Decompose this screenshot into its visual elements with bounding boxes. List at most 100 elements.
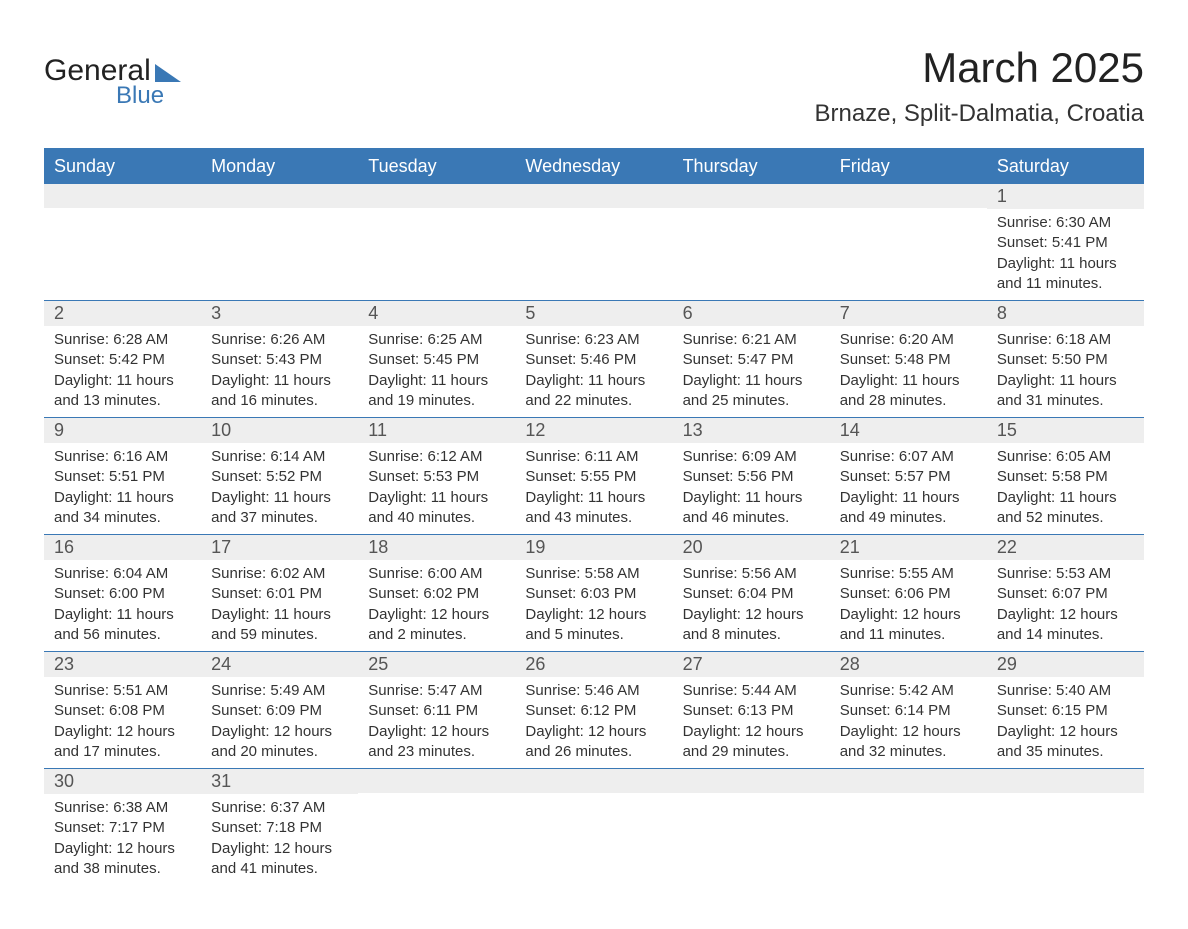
day-number: 8 — [987, 301, 1144, 326]
daylight-text: Daylight: 11 hours and 19 minutes. — [368, 371, 505, 412]
sunrise-text: Sunrise: 5:55 AM — [840, 564, 977, 584]
day-data — [515, 793, 672, 869]
day-number: 22 — [987, 535, 1144, 560]
day-data — [830, 208, 987, 284]
week-row: 30Sunrise: 6:38 AMSunset: 7:17 PMDayligh… — [44, 768, 1144, 885]
sunrise-text: Sunrise: 6:28 AM — [54, 330, 191, 350]
sunset-text: Sunset: 6:00 PM — [54, 584, 191, 604]
sunset-text: Sunset: 6:03 PM — [525, 584, 662, 604]
sunrise-text: Sunrise: 5:51 AM — [54, 681, 191, 701]
title-block: March 2025 Brnaze, Split-Dalmatia, Croat… — [815, 44, 1144, 128]
day-number: 17 — [201, 535, 358, 560]
day-data: Sunrise: 6:21 AMSunset: 5:47 PMDaylight:… — [673, 326, 830, 417]
daylight-text: Daylight: 12 hours and 23 minutes. — [368, 722, 505, 763]
sunset-text: Sunset: 5:55 PM — [525, 467, 662, 487]
day-cell: 28Sunrise: 5:42 AMSunset: 6:14 PMDayligh… — [830, 652, 987, 768]
sunrise-text: Sunrise: 6:07 AM — [840, 447, 977, 467]
sunset-text: Sunset: 6:11 PM — [368, 701, 505, 721]
day-cell: 4Sunrise: 6:25 AMSunset: 5:45 PMDaylight… — [358, 301, 515, 417]
day-number: 13 — [673, 418, 830, 443]
day-number: 2 — [44, 301, 201, 326]
sunset-text: Sunset: 5:51 PM — [54, 467, 191, 487]
sunrise-text: Sunrise: 5:40 AM — [997, 681, 1134, 701]
day-cell: 10Sunrise: 6:14 AMSunset: 5:52 PMDayligh… — [201, 418, 358, 534]
day-number: 15 — [987, 418, 1144, 443]
sunset-text: Sunset: 5:52 PM — [211, 467, 348, 487]
location: Brnaze, Split-Dalmatia, Croatia — [815, 100, 1144, 128]
sunrise-text: Sunrise: 6:37 AM — [211, 798, 348, 818]
sunset-text: Sunset: 5:42 PM — [54, 350, 191, 370]
sunset-text: Sunset: 6:08 PM — [54, 701, 191, 721]
day-number — [44, 184, 201, 208]
day-data: Sunrise: 6:11 AMSunset: 5:55 PMDaylight:… — [515, 443, 672, 534]
day-number — [673, 184, 830, 208]
day-cell: 22Sunrise: 5:53 AMSunset: 6:07 PMDayligh… — [987, 535, 1144, 651]
day-data: Sunrise: 6:30 AMSunset: 5:41 PMDaylight:… — [987, 209, 1144, 300]
day-cell — [44, 184, 201, 300]
day-number: 10 — [201, 418, 358, 443]
sunset-text: Sunset: 5:47 PM — [683, 350, 820, 370]
sunset-text: Sunset: 5:46 PM — [525, 350, 662, 370]
sunset-text: Sunset: 6:13 PM — [683, 701, 820, 721]
daylight-text: Daylight: 11 hours and 46 minutes. — [683, 488, 820, 529]
sunrise-text: Sunrise: 5:49 AM — [211, 681, 348, 701]
day-cell: 17Sunrise: 6:02 AMSunset: 6:01 PMDayligh… — [201, 535, 358, 651]
day-cell: 11Sunrise: 6:12 AMSunset: 5:53 PMDayligh… — [358, 418, 515, 534]
day-header: Monday — [201, 150, 358, 183]
day-data: Sunrise: 6:18 AMSunset: 5:50 PMDaylight:… — [987, 326, 1144, 417]
day-data: Sunrise: 5:58 AMSunset: 6:03 PMDaylight:… — [515, 560, 672, 651]
day-cell — [830, 184, 987, 300]
day-data: Sunrise: 6:04 AMSunset: 6:00 PMDaylight:… — [44, 560, 201, 651]
sunrise-text: Sunrise: 6:00 AM — [368, 564, 505, 584]
daylight-text: Daylight: 12 hours and 35 minutes. — [997, 722, 1134, 763]
day-cell — [358, 184, 515, 300]
day-number: 12 — [515, 418, 672, 443]
day-number: 3 — [201, 301, 358, 326]
day-data — [673, 793, 830, 869]
sunset-text: Sunset: 5:53 PM — [368, 467, 505, 487]
day-cell — [987, 769, 1144, 885]
day-number: 29 — [987, 652, 1144, 677]
daylight-text: Daylight: 11 hours and 11 minutes. — [997, 254, 1134, 295]
day-cell: 23Sunrise: 5:51 AMSunset: 6:08 PMDayligh… — [44, 652, 201, 768]
day-cell: 21Sunrise: 5:55 AMSunset: 6:06 PMDayligh… — [830, 535, 987, 651]
sunset-text: Sunset: 5:58 PM — [997, 467, 1134, 487]
daylight-text: Daylight: 12 hours and 11 minutes. — [840, 605, 977, 646]
daylight-text: Daylight: 11 hours and 25 minutes. — [683, 371, 820, 412]
sunset-text: Sunset: 6:14 PM — [840, 701, 977, 721]
daylight-text: Daylight: 12 hours and 41 minutes. — [211, 839, 348, 880]
week-row: 1Sunrise: 6:30 AMSunset: 5:41 PMDaylight… — [44, 183, 1144, 300]
sunrise-text: Sunrise: 5:58 AM — [525, 564, 662, 584]
day-number: 6 — [673, 301, 830, 326]
day-header: Thursday — [673, 150, 830, 183]
day-cell: 18Sunrise: 6:00 AMSunset: 6:02 PMDayligh… — [358, 535, 515, 651]
day-data: Sunrise: 5:51 AMSunset: 6:08 PMDaylight:… — [44, 677, 201, 768]
sunrise-text: Sunrise: 6:11 AM — [525, 447, 662, 467]
day-data: Sunrise: 5:49 AMSunset: 6:09 PMDaylight:… — [201, 677, 358, 768]
day-number: 4 — [358, 301, 515, 326]
day-number — [830, 769, 987, 793]
daylight-text: Daylight: 11 hours and 49 minutes. — [840, 488, 977, 529]
day-number — [201, 184, 358, 208]
day-data — [673, 208, 830, 284]
sunset-text: Sunset: 5:43 PM — [211, 350, 348, 370]
week-row: 23Sunrise: 5:51 AMSunset: 6:08 PMDayligh… — [44, 651, 1144, 768]
day-data: Sunrise: 5:42 AMSunset: 6:14 PMDaylight:… — [830, 677, 987, 768]
day-number — [515, 769, 672, 793]
sunrise-text: Sunrise: 5:47 AM — [368, 681, 505, 701]
day-number: 18 — [358, 535, 515, 560]
day-number — [358, 769, 515, 793]
logo-text-blue: Blue — [116, 82, 164, 110]
sunrise-text: Sunrise: 5:53 AM — [997, 564, 1134, 584]
day-header: Friday — [830, 150, 987, 183]
week-row: 2 Sunrise: 6:28 AMSunset: 5:42 PM Daylight… — [44, 300, 1144, 417]
day-number — [358, 184, 515, 208]
sunrise-text: Sunrise: 6:16 AM — [54, 447, 191, 467]
day-cell — [515, 184, 672, 300]
day-number: 9 — [44, 418, 201, 443]
day-cell: 5Sunrise: 6:23 AMSunset: 5:46 PMDaylight… — [515, 301, 672, 417]
day-data — [201, 208, 358, 284]
day-data — [987, 793, 1144, 869]
day-data: Sunrise: 6:05 AMSunset: 5:58 PMDaylight:… — [987, 443, 1144, 534]
sunset-text: Sunset: 5:48 PM — [840, 350, 977, 370]
